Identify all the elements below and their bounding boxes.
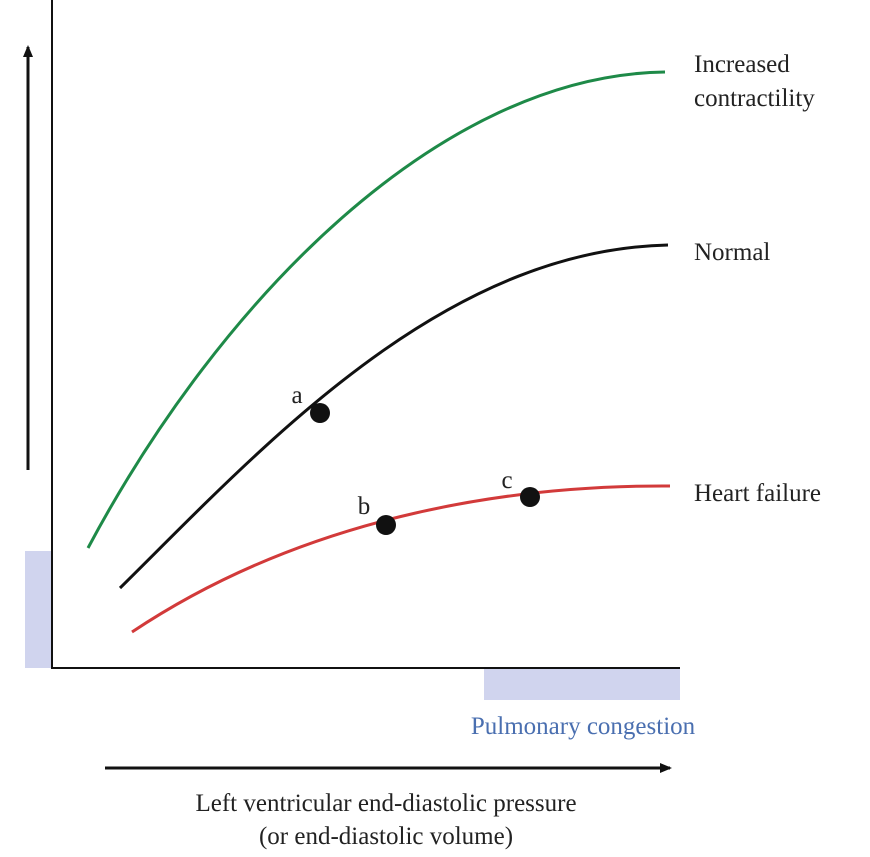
point (310, 403, 330, 423)
point (520, 487, 540, 507)
point-label: c (501, 467, 512, 494)
point-label: b (358, 493, 371, 520)
curve-label: Normal (694, 239, 770, 266)
x-axis-label: Left ventricular end-diastolic pressure (195, 790, 576, 817)
x-axis-label: (or end-diastolic volume) (259, 823, 513, 850)
shaded-region-bottom (484, 668, 680, 700)
shaded-region-left (25, 551, 52, 668)
curve-normal (118, 243, 669, 590)
curve-label: contractility (694, 85, 815, 112)
point (376, 515, 396, 535)
curve-increased (86, 70, 666, 549)
point-label: a (291, 382, 302, 409)
curve-label: Increased (694, 51, 790, 78)
curve-heart-failure (131, 484, 671, 634)
curve-label: Heart failure (694, 480, 821, 507)
region-label: Pulmonary congestion (471, 713, 696, 740)
